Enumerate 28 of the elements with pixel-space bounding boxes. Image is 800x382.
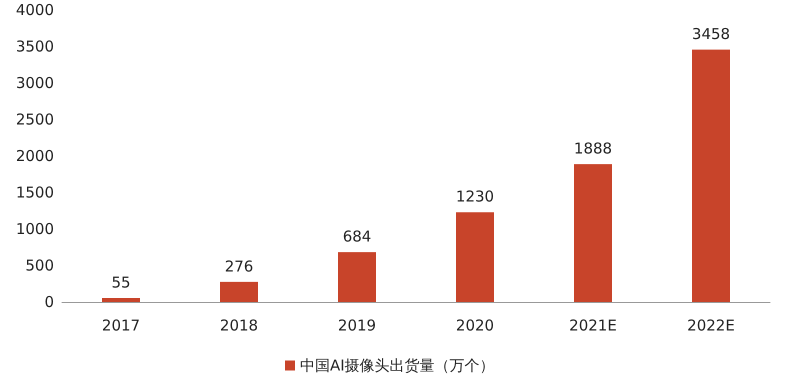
x-tick-label: 2019 — [338, 316, 376, 334]
data-label: 276 — [224, 257, 254, 276]
y-tick-label: 2000 — [16, 147, 54, 165]
y-tick-label: 3000 — [16, 74, 54, 92]
bar — [456, 212, 494, 302]
y-tick-label: 2500 — [16, 110, 54, 128]
x-tick-label: 2021E — [569, 316, 617, 334]
x-tick-label: 2022E — [687, 316, 735, 334]
data-label: 1888 — [574, 140, 612, 158]
bar — [338, 252, 376, 302]
data-label: 55 — [111, 273, 131, 292]
bar — [692, 50, 730, 302]
bar — [220, 282, 258, 302]
y-tick-label: 1500 — [16, 184, 54, 202]
data-label: 3458 — [692, 25, 730, 44]
bar — [102, 298, 140, 302]
y-tick-label: 0 — [44, 293, 54, 311]
data-label: 1230 — [456, 188, 494, 206]
y-tick-label: 3500 — [16, 38, 54, 56]
data-label: 684 — [342, 228, 372, 246]
legend-label: 中国AI摄像头出货量（万个） — [300, 356, 495, 374]
bar — [574, 164, 612, 302]
y-tick-label: 1000 — [16, 220, 54, 238]
x-tick-label: 2017 — [102, 316, 140, 334]
x-tick-label: 2018 — [220, 316, 258, 334]
x-tick-label: 2020 — [456, 316, 494, 334]
y-tick-label: 4000 — [16, 1, 54, 19]
y-tick-label: 500 — [25, 256, 54, 274]
